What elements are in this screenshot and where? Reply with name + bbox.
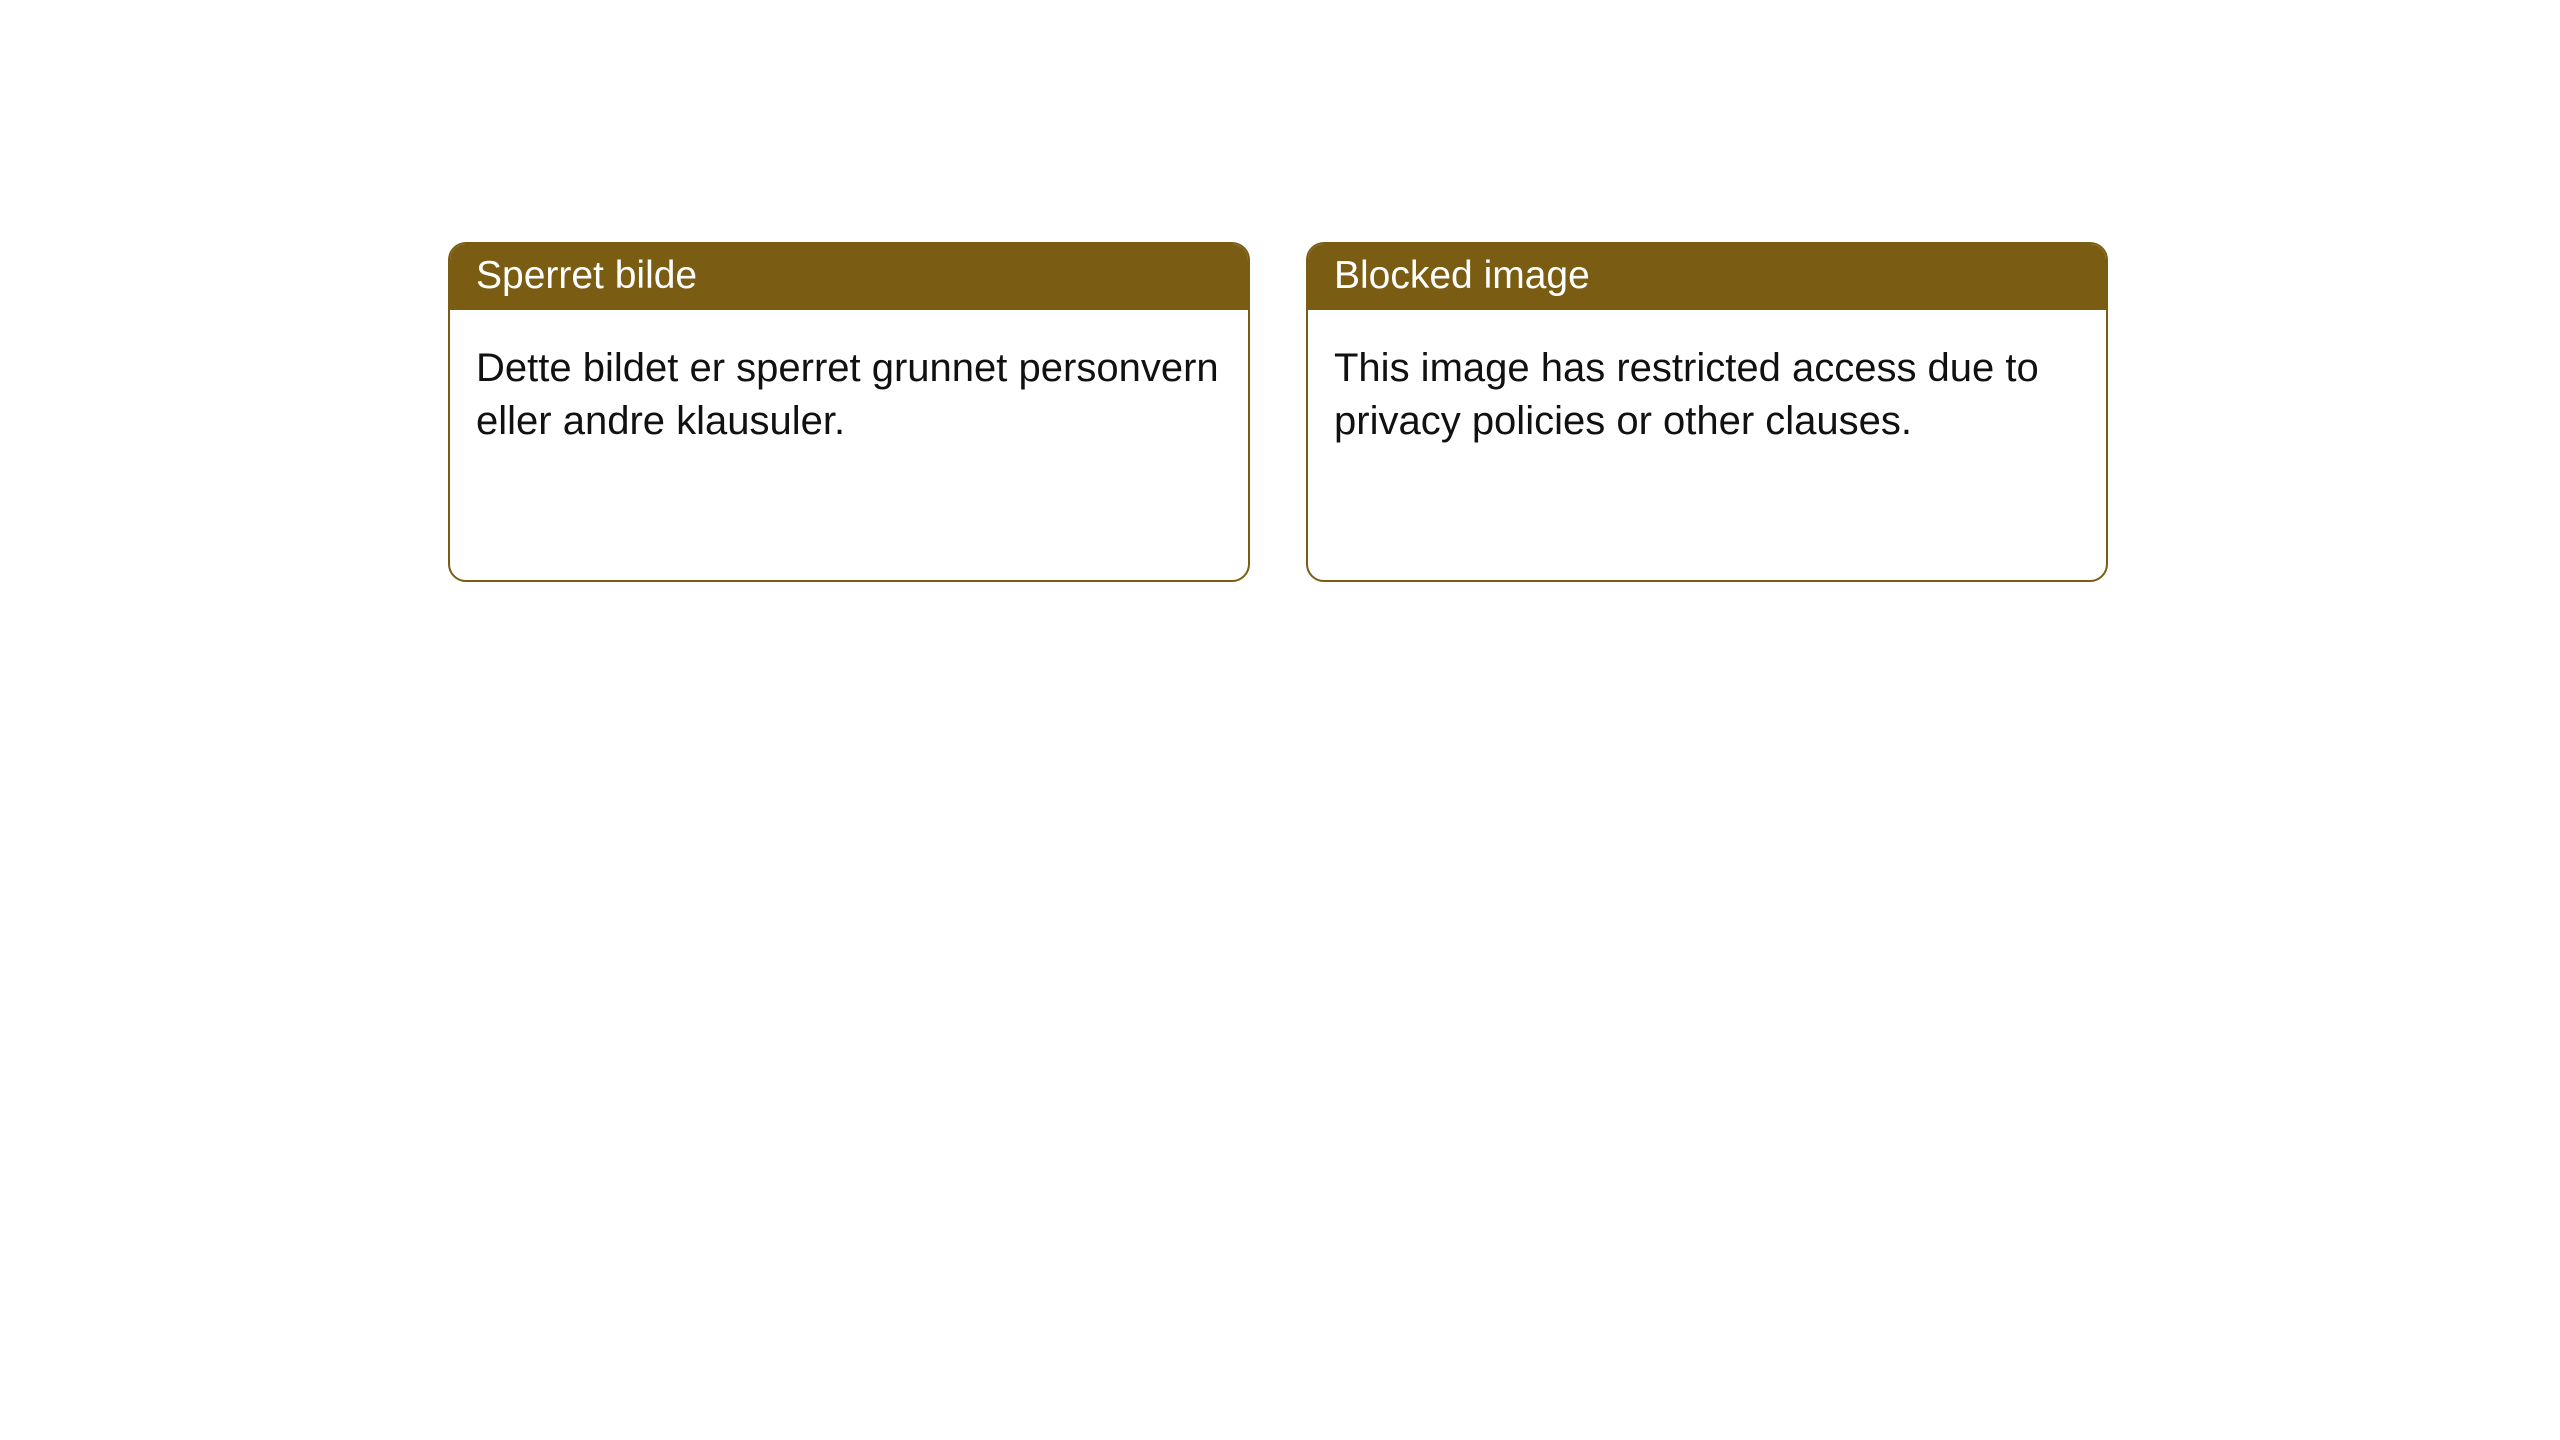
- card-header: Blocked image: [1308, 244, 2106, 310]
- notice-cards-container: Sperret bilde Dette bildet er sperret gr…: [448, 242, 2108, 582]
- card-body: This image has restricted access due to …: [1308, 310, 2106, 580]
- notice-card-english: Blocked image This image has restricted …: [1306, 242, 2108, 582]
- card-header: Sperret bilde: [450, 244, 1248, 310]
- notice-card-norwegian: Sperret bilde Dette bildet er sperret gr…: [448, 242, 1250, 582]
- card-body: Dette bildet er sperret grunnet personve…: [450, 310, 1248, 580]
